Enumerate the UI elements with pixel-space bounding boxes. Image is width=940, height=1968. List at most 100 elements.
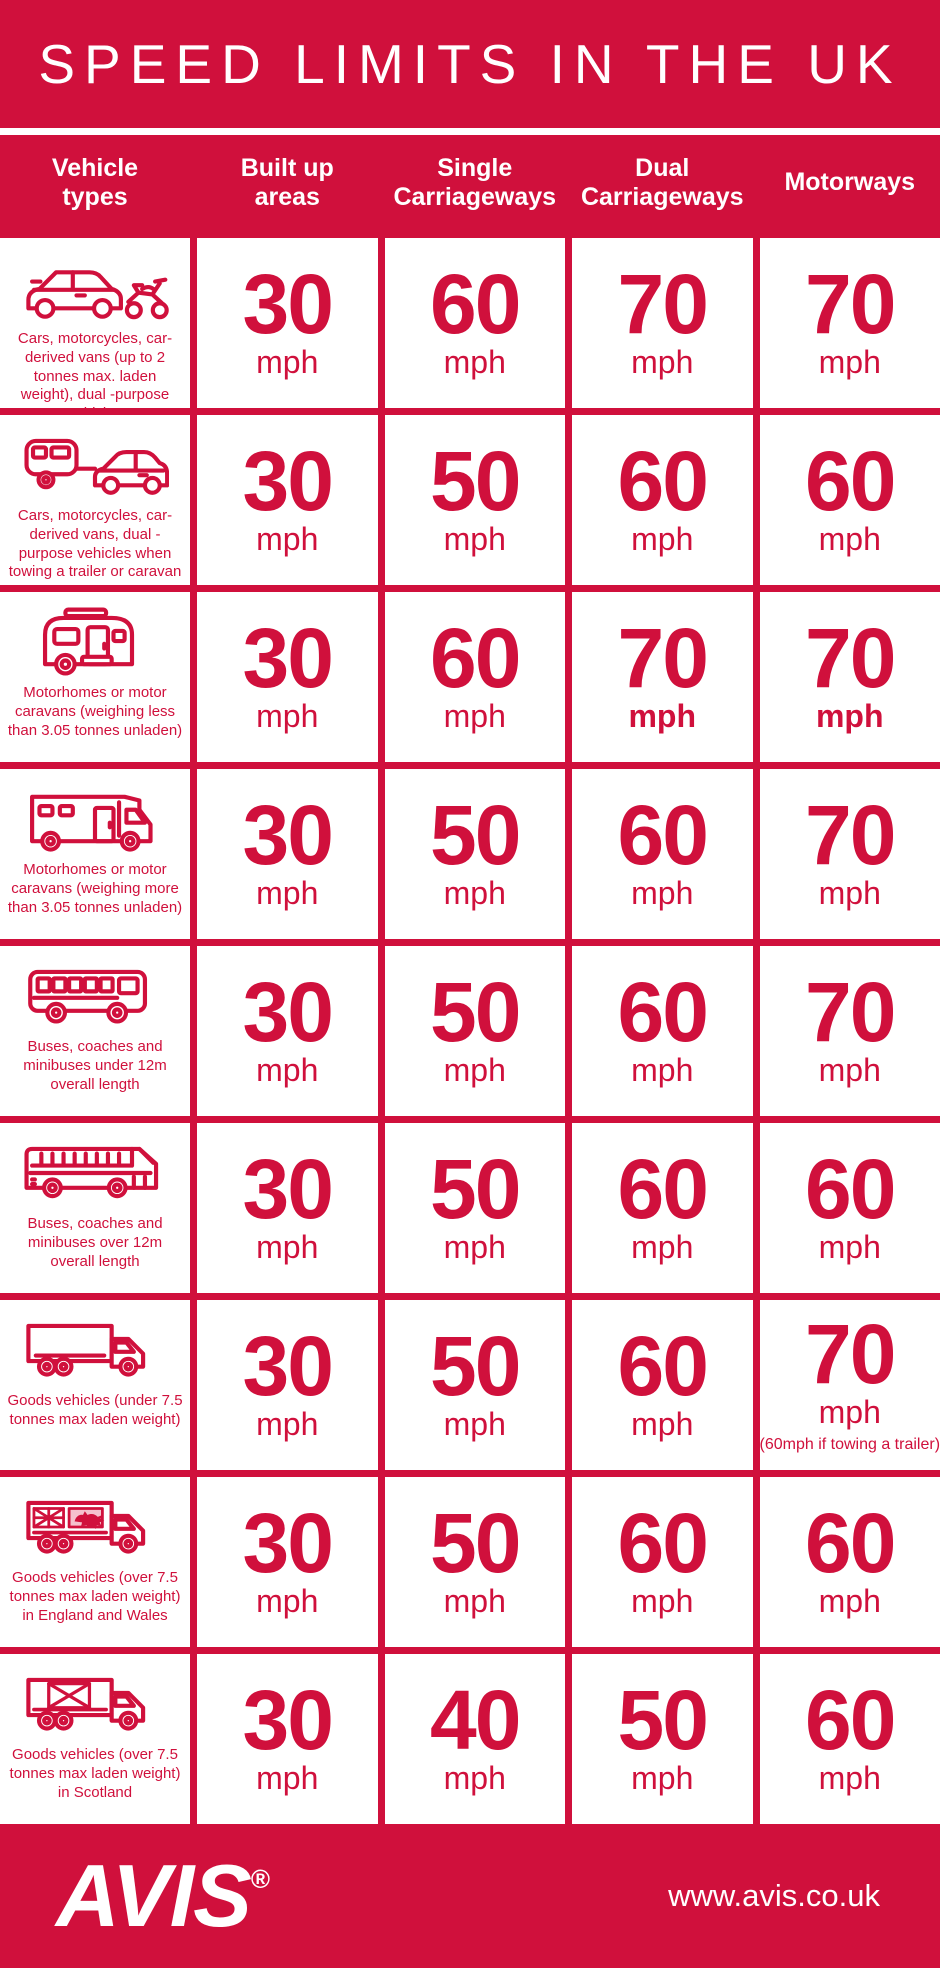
speed-value: 70 [805,256,896,351]
speed-cell-motorways: 60 mph [759,1477,940,1647]
speed-unit: mph [818,875,881,912]
speed-unit: mph [818,1229,881,1266]
speed-unit: mph [256,344,319,381]
title-band: SPEED LIMITS IN THE UK [0,0,940,128]
speed-value: 60 [430,256,521,351]
avis-logo-text: AVIS [56,1846,252,1945]
speed-value: 30 [242,787,334,882]
motorhome-icon [21,781,169,857]
speed-value: 60 [805,1672,896,1767]
speed-note: (60mph if towing a trailer) [759,1436,940,1454]
speed-value: 60 [805,433,896,528]
speed-value: 60 [617,1318,709,1413]
speed-cell-single-carriageways: 50 mph [384,946,565,1116]
vehicle-description: Goods vehicles (over 7.5 tonnes max lade… [9,1569,181,1624]
speed-value: 60 [805,1495,896,1590]
speed-value: 30 [242,1141,334,1236]
speed-unit: mph [631,1583,694,1620]
speed-value: 60 [617,964,709,1059]
speed-cell-motorways: 60 mph [759,1654,940,1824]
coach-icon [21,1135,169,1211]
speed-value: 70 [617,610,709,705]
speed-cell-single-carriageways: 60 mph [384,238,565,408]
speed-cell-built-up-areas: 30 mph [197,238,378,408]
speed-cell-motorways: 60 mph [759,1123,940,1293]
speed-value: 50 [430,433,521,528]
vehicle-description: Buses, coaches and minibuses over 12m ov… [27,1215,163,1270]
speed-cell-motorways: 70 mph [759,238,940,408]
speed-cell-built-up-areas: 30 mph [197,592,378,762]
speed-value: 50 [430,1141,521,1236]
speed-table: Vehicle types Built up areas Single Carr… [0,135,940,1824]
vehicle-description: Cars, motorcycles, car-derived vans, dua… [8,507,182,581]
vehicle-cell: Goods vehicles (over 7.5 tonnes max lade… [0,1654,190,1824]
speed-cell-dual-carriageways: 60 mph [572,1477,753,1647]
speed-unit: mph [256,1229,319,1266]
vehicle-cell: Goods vehicles (over 7.5 tonnes max lade… [0,1477,190,1647]
speed-cell-single-carriageways: 50 mph [384,415,565,585]
speed-unit: mph [818,1760,881,1797]
speed-unit: mph [256,1583,319,1620]
truck-icon [21,1312,169,1388]
speed-cell-built-up-areas: 30 mph [197,1123,378,1293]
speed-cell-single-carriageways: 40 mph [384,1654,565,1824]
speed-unit: mph [443,1229,506,1266]
speed-cell-single-carriageways: 60 mph [384,592,565,762]
vehicle-description: Motorhomes or motor caravans (weighing l… [7,684,183,739]
speed-cell-single-carriageways: 50 mph [384,1477,565,1647]
speed-cell-dual-carriageways: 50 mph [572,1654,753,1824]
speed-unit: mph [628,698,697,735]
speed-cell-dual-carriageways: 60 mph [572,946,753,1116]
car-towing-caravan-icon [21,427,169,503]
speed-unit: mph [631,344,694,381]
speed-cell-dual-carriageways: 60 mph [572,415,753,585]
vehicle-description: Motorhomes or motor caravans (weighing m… [7,861,183,916]
speed-value: 70 [805,610,896,705]
speed-value: 60 [617,433,709,528]
speed-value: 50 [430,1318,521,1413]
avis-logo: AVIS® [56,1852,270,1940]
speed-value: 30 [242,1318,334,1413]
speed-unit: mph [631,1052,694,1089]
column-header-dual-carriageways: Dual Carriageways [580,153,744,212]
vehicle-description: Buses, coaches and minibuses under 12m o… [23,1038,167,1093]
speed-value: 30 [242,433,334,528]
speed-value: 60 [805,1141,896,1236]
speed-value: 70 [805,964,896,1059]
column-header-vehicle-types: Vehicle types [51,153,139,212]
speed-value: 50 [430,964,521,1059]
speed-cell-single-carriageways: 50 mph [384,1300,565,1470]
speed-unit: mph [256,1406,319,1443]
vehicle-cell: Motorhomes or motor caravans (weighing l… [0,592,190,762]
speed-unit: mph [631,1229,694,1266]
vehicle-description: Goods vehicles (over 7.5 tonnes max lade… [9,1746,181,1801]
speed-unit: mph [443,1583,506,1620]
speed-value: 30 [242,964,334,1059]
speed-cell-motorways: 60 mph [759,415,940,585]
speed-unit: mph [631,875,694,912]
speed-unit: mph [256,521,319,558]
speed-cell-motorways: 70 mph [759,592,940,762]
column-header-single-carriageways: Single Carriageways [393,153,557,212]
speed-unit: mph [818,1052,881,1089]
speed-unit: mph [818,1394,881,1431]
speed-value: 40 [430,1672,521,1767]
truck-scotland-flag-icon [21,1666,169,1742]
speed-cell-motorways: 70 mph [759,946,940,1116]
vehicle-cell: Cars, motorcycles, car-derived vans (up … [0,238,190,422]
speed-value: 30 [242,1672,334,1767]
bus-icon [21,958,169,1034]
vehicle-cell: Buses, coaches and minibuses over 12m ov… [0,1123,190,1293]
speed-cell-single-carriageways: 50 mph [384,769,565,939]
speed-unit: mph [443,1052,506,1089]
speed-unit: mph [443,1760,506,1797]
speed-cell-built-up-areas: 30 mph [197,946,378,1116]
vehicle-description: Goods vehicles (under 7.5 tonnes max lad… [7,1392,183,1428]
speed-unit: mph [818,344,881,381]
speed-value: 60 [617,787,709,882]
car-motorcycle-icon [21,250,169,326]
speed-unit: mph [815,698,884,735]
speed-cell-built-up-areas: 30 mph [197,1654,378,1824]
speed-value: 30 [242,1495,334,1590]
speed-value: 70 [805,787,896,882]
